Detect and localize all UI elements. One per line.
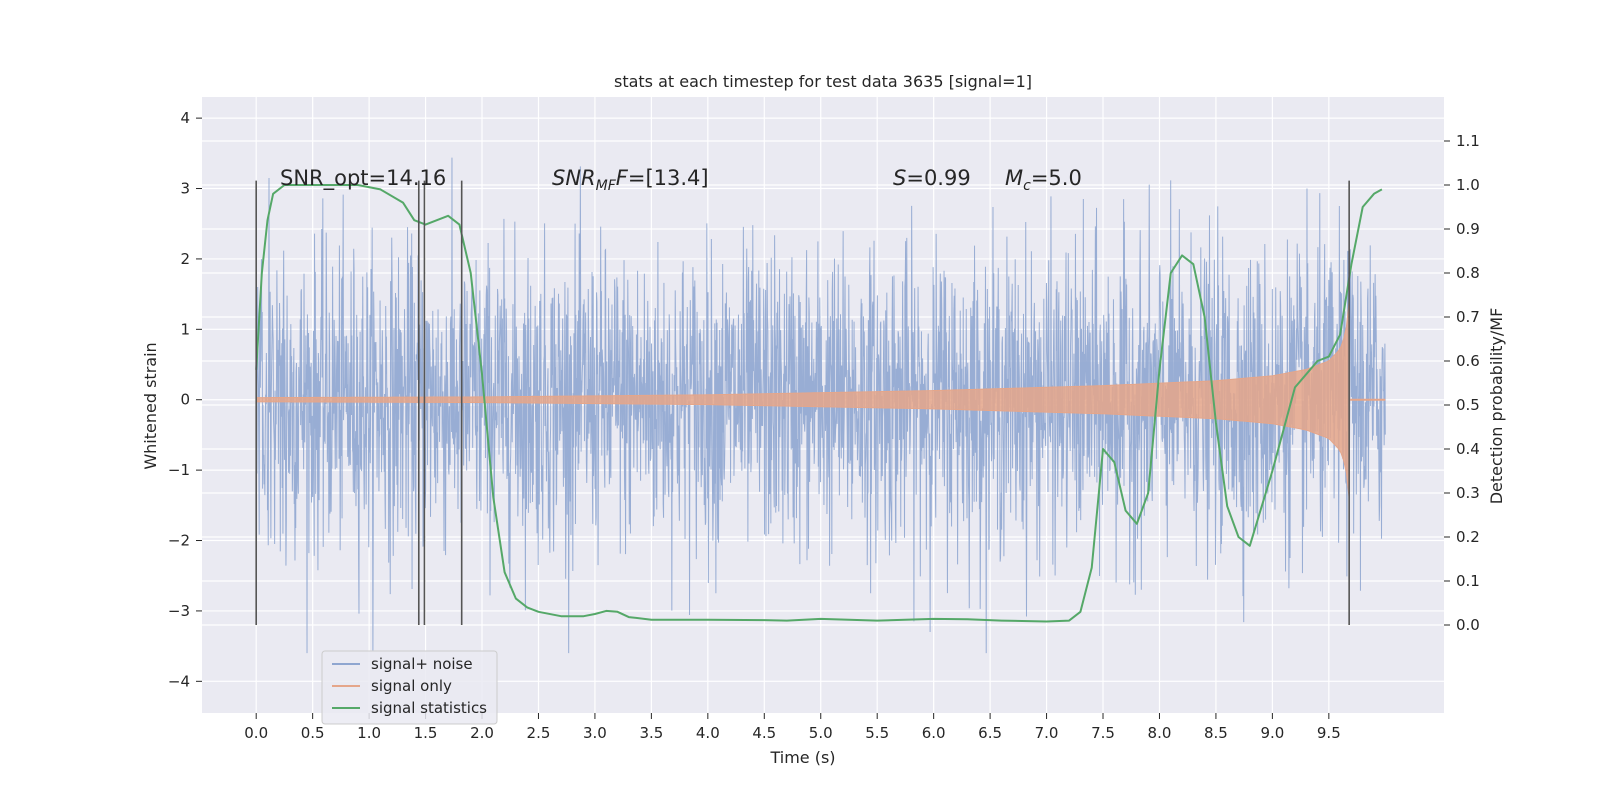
x-tick-label: 7.5 — [1091, 724, 1115, 742]
legend-label-signal-noise: signal+ noise — [371, 655, 473, 673]
x-tick-label: 3.0 — [583, 724, 607, 742]
annotation-s: S=0.99 — [893, 166, 971, 190]
annotation-mc-subscript: c — [1023, 178, 1031, 194]
annotation-snr-opt: SNR_opt=14.16 — [280, 166, 446, 191]
annotation-snr-mf-value: =[13.4] — [628, 166, 709, 190]
x-tick-label: 8.0 — [1148, 724, 1172, 742]
y-tick-label-right: 1.0 — [1456, 176, 1480, 194]
y-axis-label-left: Whitened strain — [141, 342, 160, 469]
chart-title: stats at each timestep for test data 363… — [614, 72, 1032, 91]
legend-box — [321, 650, 498, 725]
y-tick-label-right: 0.9 — [1456, 220, 1480, 238]
legend-label-signal-only: signal only — [371, 677, 452, 695]
x-tick-label: 1.5 — [414, 724, 438, 742]
annotation-snr-mf-F: F — [616, 166, 629, 190]
x-tick-label: 5.0 — [809, 724, 833, 742]
x-tick-label: 2.5 — [527, 724, 551, 742]
y-tick-label-left: 3 — [180, 180, 190, 198]
x-tick-label: 6.0 — [922, 724, 946, 742]
x-axis-label: Time (s) — [769, 748, 835, 767]
x-tick-label: 0.0 — [244, 724, 268, 742]
y-tick-label-right: 0.2 — [1456, 528, 1480, 546]
y-tick-label-left: 1 — [180, 320, 190, 338]
x-tick-label: 9.5 — [1317, 724, 1341, 742]
x-tick-label: 6.5 — [978, 724, 1002, 742]
x-tick-label: 4.0 — [696, 724, 720, 742]
x-tick-label: 8.5 — [1204, 724, 1228, 742]
y-tick-label-left: −2 — [168, 532, 190, 550]
y-tick-label-left: 4 — [180, 109, 190, 127]
legend: signal+ noise signal only signal statist… — [321, 650, 498, 725]
x-tick-label: 7.0 — [1035, 724, 1059, 742]
annotation-mc-symbol: M — [1005, 166, 1023, 190]
y-tick-label-left: −3 — [168, 602, 190, 620]
y-tick-label-right: 0.7 — [1456, 308, 1480, 326]
y-tick-label-right: 0.8 — [1456, 264, 1480, 282]
x-tick-label: 0.5 — [301, 724, 325, 742]
annotation-snr-mf-symbol: SNR — [552, 166, 596, 190]
y-axis-label-right: Detection probability/MF — [1487, 308, 1506, 505]
annotation-snr-mf-subscript: MF — [596, 178, 617, 194]
x-tick-label: 9.0 — [1260, 724, 1284, 742]
legend-label-signal-statistics: signal statistics — [371, 699, 487, 717]
annotation-mc-value: =5.0 — [1031, 166, 1082, 190]
x-tick-label: 1.0 — [357, 724, 381, 742]
x-tick-label: 2.0 — [470, 724, 494, 742]
y-tick-label-left: 2 — [180, 250, 190, 268]
annotation-s-symbol: S — [893, 166, 906, 190]
y-tick-label-right: 0.0 — [1456, 616, 1480, 634]
x-tick-label: 5.5 — [865, 724, 889, 742]
x-tick-label: 4.5 — [752, 724, 776, 742]
y-tick-label-left: −4 — [168, 672, 190, 690]
annotation-s-value: =0.99 — [906, 166, 970, 190]
y-tick-label-right: 0.5 — [1456, 396, 1480, 414]
y-tick-label-right: 0.1 — [1456, 572, 1480, 590]
x-tick-label: 3.5 — [639, 724, 663, 742]
y-tick-label-left: 0 — [180, 391, 190, 409]
series-signal-statistics — [255, 184, 1383, 623]
y-tick-label-right: 1.1 — [1456, 132, 1480, 150]
annotations: SNR_opt=14.16 SNRMFF=[13.4] S=0.99 Mc=5.… — [280, 166, 1082, 194]
axes: 0.0 0.5 1.0 1.5 2.0 2.5 3.0 3.5 4.0 4.5 5.0 5.5 6.0 6… — [168, 109, 1480, 742]
y-tick-label-right: 0.4 — [1456, 440, 1480, 458]
annotation-mc: Mc=5.0 — [1005, 166, 1082, 194]
y-tick-label-right: 0.3 — [1456, 484, 1480, 502]
vertical-markers — [255, 180, 1350, 625]
y-tick-label-right: 0.6 — [1456, 352, 1480, 370]
annotation-snr-mf: SNRMFF=[13.4] — [552, 166, 709, 194]
y-tick-label-left: −1 — [168, 461, 190, 479]
